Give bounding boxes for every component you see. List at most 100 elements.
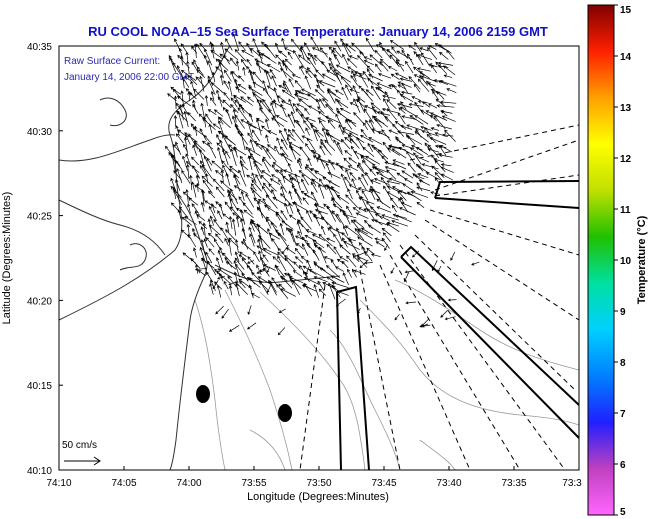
inset-label: Raw Surface Current: bbox=[64, 56, 160, 67]
current-vector bbox=[345, 119, 353, 130]
current-vector bbox=[238, 254, 247, 260]
current-vector bbox=[356, 164, 367, 176]
current-vector bbox=[243, 209, 254, 219]
current-vector bbox=[327, 205, 337, 222]
current-vector bbox=[189, 174, 193, 191]
current-vector bbox=[430, 127, 440, 131]
colorbar-tick-label: 11 bbox=[620, 205, 631, 216]
current-vector bbox=[278, 308, 286, 313]
current-vector bbox=[230, 188, 239, 204]
current-vector bbox=[391, 204, 397, 213]
current-vector bbox=[242, 202, 253, 215]
current-vector bbox=[172, 62, 181, 75]
current-vector bbox=[415, 147, 428, 155]
current-vector bbox=[374, 219, 383, 226]
current-vector bbox=[258, 52, 263, 65]
current-vector bbox=[213, 109, 224, 117]
current-vector bbox=[240, 241, 256, 254]
current-vector bbox=[369, 188, 376, 200]
current-vector bbox=[411, 96, 421, 101]
current-vector bbox=[250, 218, 261, 234]
current-vector bbox=[339, 107, 351, 115]
current-vector bbox=[414, 155, 430, 163]
current-vector bbox=[370, 144, 383, 153]
current-vector bbox=[205, 237, 215, 248]
current-vector bbox=[227, 275, 239, 290]
current-vector bbox=[291, 279, 301, 296]
current-vector bbox=[303, 119, 311, 130]
current-vector bbox=[187, 233, 197, 248]
current-vector bbox=[210, 49, 224, 60]
current-vector bbox=[406, 191, 422, 202]
current-vector bbox=[214, 268, 224, 279]
current-vector bbox=[417, 173, 429, 179]
current-vector bbox=[438, 144, 447, 156]
current-vector bbox=[193, 88, 205, 100]
current-vector bbox=[316, 80, 325, 87]
current-vector bbox=[222, 164, 229, 178]
figure-title: RU COOL NOAA–15 Sea Surface Temperature:… bbox=[88, 24, 548, 39]
current-vector bbox=[280, 210, 288, 221]
current-vector bbox=[296, 119, 305, 134]
current-vector bbox=[213, 218, 222, 230]
current-vector bbox=[382, 94, 396, 100]
current-vector bbox=[434, 159, 446, 173]
current-vector bbox=[306, 137, 317, 153]
current-vector bbox=[401, 49, 408, 59]
current-vector bbox=[288, 174, 297, 181]
current-vector bbox=[250, 183, 257, 192]
current-vector bbox=[435, 98, 446, 108]
current-vector bbox=[471, 261, 480, 266]
current-vector bbox=[358, 162, 364, 172]
current-vector bbox=[192, 247, 197, 258]
current-vector bbox=[170, 185, 182, 198]
current-vector bbox=[185, 88, 193, 95]
current-vector bbox=[368, 137, 383, 145]
current-vector bbox=[331, 185, 341, 201]
current-vector bbox=[303, 282, 313, 297]
current-vector bbox=[366, 68, 374, 79]
colorbar-tick-label: 9 bbox=[620, 307, 626, 318]
current-vector bbox=[377, 72, 392, 79]
current-vector bbox=[206, 157, 213, 166]
current-vector bbox=[205, 251, 213, 264]
current-vector bbox=[256, 206, 269, 222]
current-vector bbox=[270, 101, 277, 117]
current-vector bbox=[216, 134, 221, 143]
current-vector bbox=[197, 269, 206, 276]
current-vector bbox=[186, 60, 190, 74]
current-vector bbox=[365, 171, 374, 185]
current-vector bbox=[419, 71, 430, 79]
current-vector bbox=[180, 90, 184, 107]
current-vector bbox=[313, 150, 319, 163]
current-vector bbox=[295, 108, 304, 120]
current-vector bbox=[195, 76, 205, 88]
current-vector bbox=[239, 208, 246, 225]
current-vector bbox=[228, 325, 240, 332]
current-vector bbox=[318, 233, 333, 247]
current-vector bbox=[300, 88, 316, 97]
current-vector bbox=[400, 90, 413, 95]
current-vector bbox=[217, 249, 224, 264]
current-vector bbox=[331, 210, 341, 223]
current-vector bbox=[330, 259, 337, 268]
current-vector bbox=[280, 138, 288, 150]
current-vector bbox=[360, 227, 374, 236]
current-vector bbox=[376, 198, 391, 209]
current-vector bbox=[288, 214, 297, 220]
current-vector bbox=[331, 281, 349, 289]
y-tick-label: 40:25 bbox=[27, 212, 52, 223]
current-vector bbox=[327, 171, 341, 179]
current-vector bbox=[273, 87, 280, 104]
colorbar-tick-label: 7 bbox=[620, 409, 626, 420]
current-vector bbox=[429, 136, 447, 145]
current-vector bbox=[318, 183, 325, 199]
current-vector bbox=[406, 124, 423, 131]
current-vector bbox=[269, 68, 277, 79]
current-vector bbox=[265, 218, 272, 229]
x-tick-label: 74:10 bbox=[46, 478, 71, 489]
current-vector bbox=[234, 78, 240, 93]
current-vector bbox=[391, 46, 397, 54]
x-tick-label: 74:05 bbox=[111, 478, 136, 489]
current-vector bbox=[374, 213, 390, 221]
